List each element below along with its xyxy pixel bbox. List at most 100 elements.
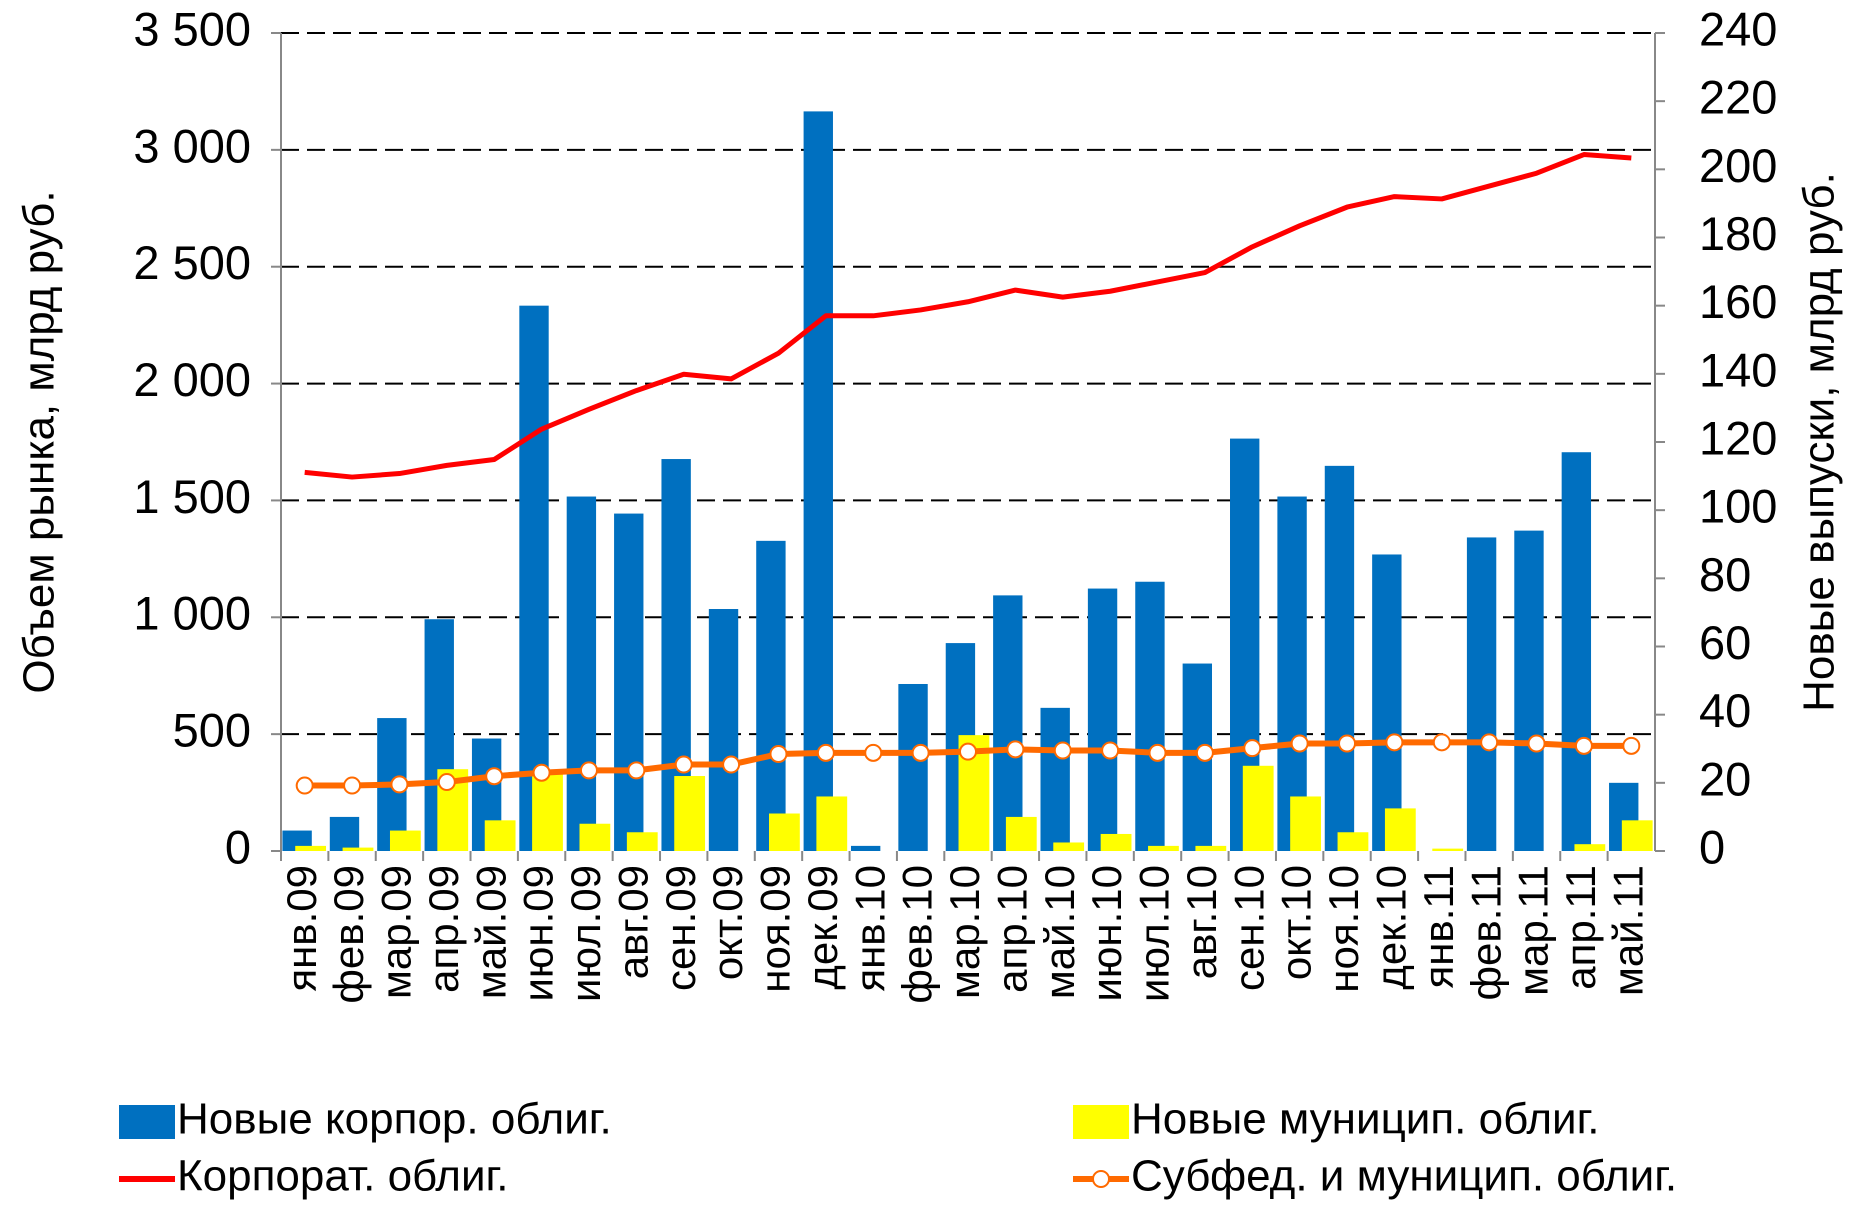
marker	[1195, 743, 1214, 762]
y2-tick-label: 160	[1699, 275, 1777, 328]
bar	[1242, 765, 1274, 851]
y-tick-label: 3 000	[133, 119, 251, 172]
x-tick-label: июл.10	[1131, 865, 1178, 1002]
x-tick-label: май.09	[467, 865, 514, 999]
bar	[1384, 808, 1416, 851]
bar	[816, 796, 848, 851]
bar	[579, 823, 611, 851]
x-tick-label: апр.10	[988, 865, 1035, 993]
y-tick-label: 500	[173, 704, 251, 757]
bar	[1574, 844, 1606, 851]
bar	[1337, 832, 1369, 851]
marker	[722, 755, 741, 774]
bar	[708, 609, 739, 851]
bar	[674, 776, 706, 851]
marker	[1148, 743, 1167, 762]
bar	[769, 813, 800, 851]
marker	[579, 761, 598, 780]
marker	[1574, 736, 1593, 755]
marker	[959, 742, 977, 761]
bar	[342, 847, 374, 851]
marker	[1527, 734, 1546, 753]
y2-tick-label: 180	[1699, 207, 1777, 260]
x-tick-label: ноя.10	[1320, 865, 1367, 993]
x-tick-label: дек.09	[799, 865, 846, 990]
legend-marker	[1092, 1170, 1110, 1188]
bar	[1195, 845, 1227, 851]
bar	[803, 111, 833, 852]
x-tick-label: авг.10	[1178, 865, 1225, 979]
marker	[485, 767, 504, 786]
x-tick-label: сен.09	[657, 865, 704, 991]
marker	[1053, 741, 1072, 760]
marker	[769, 745, 788, 764]
y-tick-label: 3 500	[133, 2, 251, 55]
bar	[389, 830, 421, 851]
legend-label: Новые корпор. облиг.	[177, 1095, 612, 1144]
bar	[850, 845, 881, 851]
bar	[1466, 537, 1497, 851]
bar	[1148, 845, 1179, 851]
marker	[1622, 736, 1641, 755]
y2-axis-title: Новые выпуски, млрд руб.	[1795, 172, 1844, 712]
x-tick-label: июн.10	[1083, 865, 1130, 1002]
bar	[1372, 554, 1402, 851]
y-tick-label: 1 000	[133, 587, 251, 640]
legend-label: Корпорат. облиг.	[177, 1152, 508, 1201]
y2-tick-label: 240	[1699, 2, 1777, 55]
bar	[532, 772, 563, 851]
x-tick-label: мар.09	[373, 865, 420, 999]
marker	[1480, 733, 1499, 752]
y2-tick-label: 200	[1699, 139, 1777, 192]
bar	[1005, 816, 1037, 851]
marker	[437, 773, 456, 792]
x-tick-label: ноя.09	[752, 865, 799, 993]
y2-tick-label: 120	[1699, 411, 1777, 464]
bar	[1432, 848, 1464, 851]
y2-tick-label: 60	[1699, 616, 1751, 669]
x-tick-label: фев.11	[1462, 865, 1509, 1001]
y2-tick-label: 40	[1699, 684, 1751, 737]
bar	[329, 816, 360, 851]
y2-tick-label: 80	[1699, 548, 1751, 601]
y2-tick-label: 0	[1699, 820, 1725, 873]
x-tick-label: янв.10	[846, 865, 893, 992]
legend-label: Субфед. и муницип. облиг.	[1131, 1152, 1677, 1201]
y2-tick-label: 20	[1699, 752, 1751, 805]
bar	[614, 513, 644, 851]
bar	[1100, 833, 1132, 851]
bar	[1514, 530, 1544, 851]
legend-swatch	[1073, 1105, 1129, 1139]
marker	[343, 776, 362, 795]
y2-tick-label: 140	[1699, 343, 1777, 396]
y-tick-label: 1 500	[133, 470, 251, 523]
marker	[1338, 734, 1357, 753]
marker	[674, 755, 693, 774]
y-tick-label: 0	[225, 820, 251, 873]
bar	[1087, 588, 1118, 851]
bar	[1053, 842, 1085, 851]
marker	[390, 775, 409, 794]
x-tick-label: авг.09	[609, 865, 656, 979]
x-tick-label: сен.10	[1225, 865, 1272, 991]
bar	[1135, 581, 1165, 851]
y-tick-label: 2 500	[133, 236, 251, 289]
marker	[911, 743, 930, 762]
x-tick-label: окт.09	[704, 865, 751, 980]
bar	[898, 683, 928, 851]
bar	[756, 540, 786, 851]
marker	[627, 761, 646, 780]
x-tick-label: окт.10	[1273, 865, 1320, 980]
x-tick-label: дек.10	[1368, 865, 1415, 990]
x-tick-label: янв.09	[278, 865, 325, 992]
bar	[1621, 820, 1653, 851]
marker	[864, 743, 883, 762]
legend-label: Новые муницип. облиг.	[1131, 1095, 1599, 1144]
legend-swatch	[119, 1105, 175, 1139]
bar	[295, 845, 327, 851]
x-tick-label: фев.10	[894, 865, 941, 1004]
line	[304, 152, 1632, 480]
x-tick-label: май.11	[1604, 865, 1651, 996]
x-tick-label: июн.09	[515, 865, 562, 1002]
